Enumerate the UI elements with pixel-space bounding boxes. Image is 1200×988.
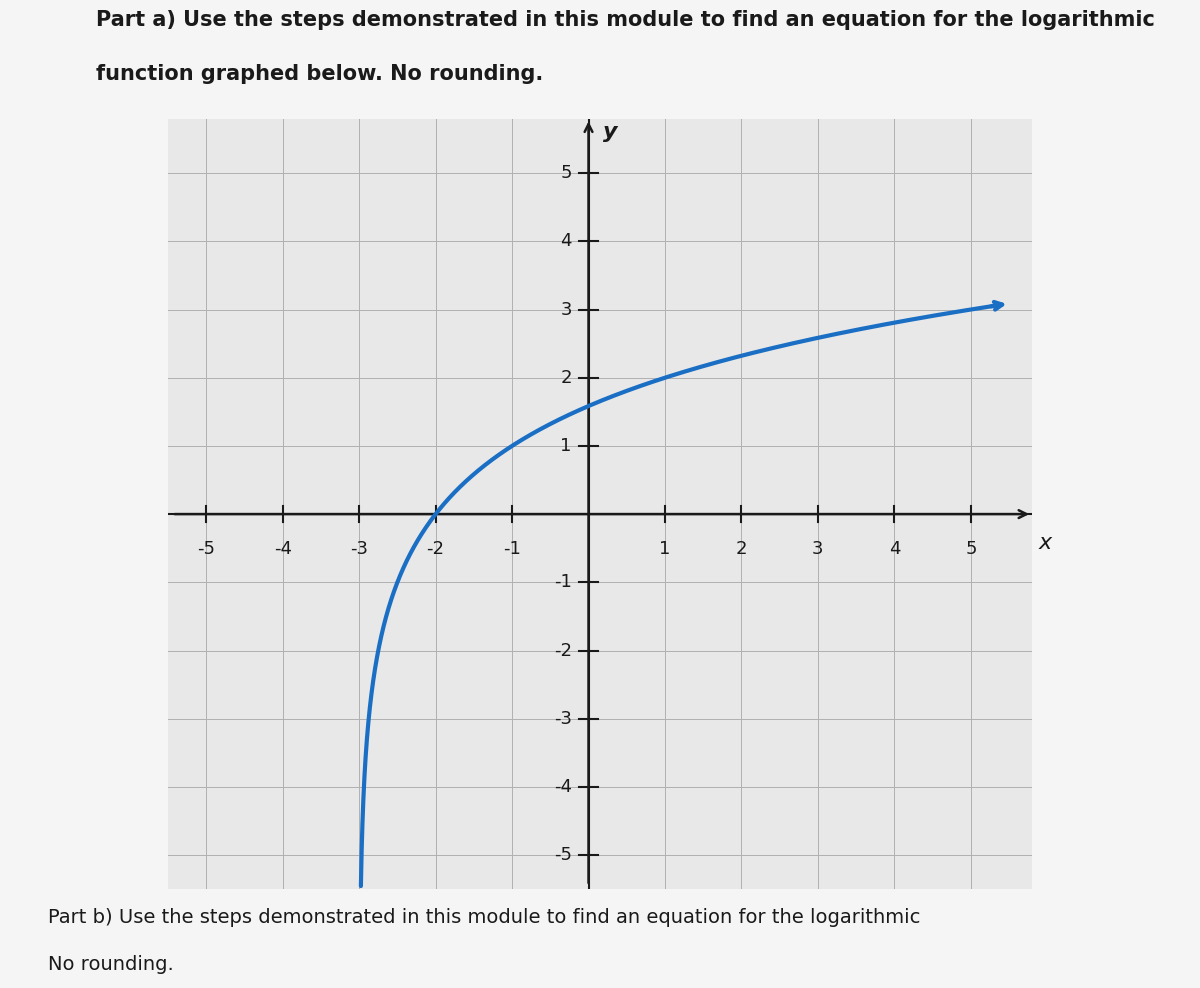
Text: -1: -1 bbox=[554, 573, 571, 591]
Text: -2: -2 bbox=[553, 641, 571, 660]
Text: -3: -3 bbox=[553, 709, 571, 728]
Text: 5: 5 bbox=[560, 164, 571, 182]
Text: Part b) Use the steps demonstrated in this module to find an equation for the lo: Part b) Use the steps demonstrated in th… bbox=[48, 908, 920, 927]
Text: y: y bbox=[602, 122, 617, 142]
Text: 2: 2 bbox=[736, 540, 748, 558]
Text: 4: 4 bbox=[560, 232, 571, 250]
Text: -1: -1 bbox=[503, 540, 521, 558]
Text: function graphed below. No rounding.: function graphed below. No rounding. bbox=[96, 64, 544, 84]
Text: 5: 5 bbox=[965, 540, 977, 558]
Text: -3: -3 bbox=[350, 540, 368, 558]
Text: -5: -5 bbox=[197, 540, 215, 558]
Text: 1: 1 bbox=[560, 437, 571, 454]
Text: No rounding.: No rounding. bbox=[48, 955, 174, 974]
Text: -5: -5 bbox=[553, 846, 571, 864]
Text: -4: -4 bbox=[274, 540, 292, 558]
Text: 3: 3 bbox=[560, 300, 571, 318]
Text: 4: 4 bbox=[889, 540, 900, 558]
Text: x: x bbox=[1038, 533, 1051, 552]
Text: 2: 2 bbox=[560, 369, 571, 386]
Text: Part a) Use the steps demonstrated in this module to find an equation for the lo: Part a) Use the steps demonstrated in th… bbox=[96, 10, 1154, 30]
Text: -2: -2 bbox=[427, 540, 445, 558]
Text: 3: 3 bbox=[812, 540, 823, 558]
Text: 1: 1 bbox=[659, 540, 671, 558]
Text: -4: -4 bbox=[553, 778, 571, 796]
